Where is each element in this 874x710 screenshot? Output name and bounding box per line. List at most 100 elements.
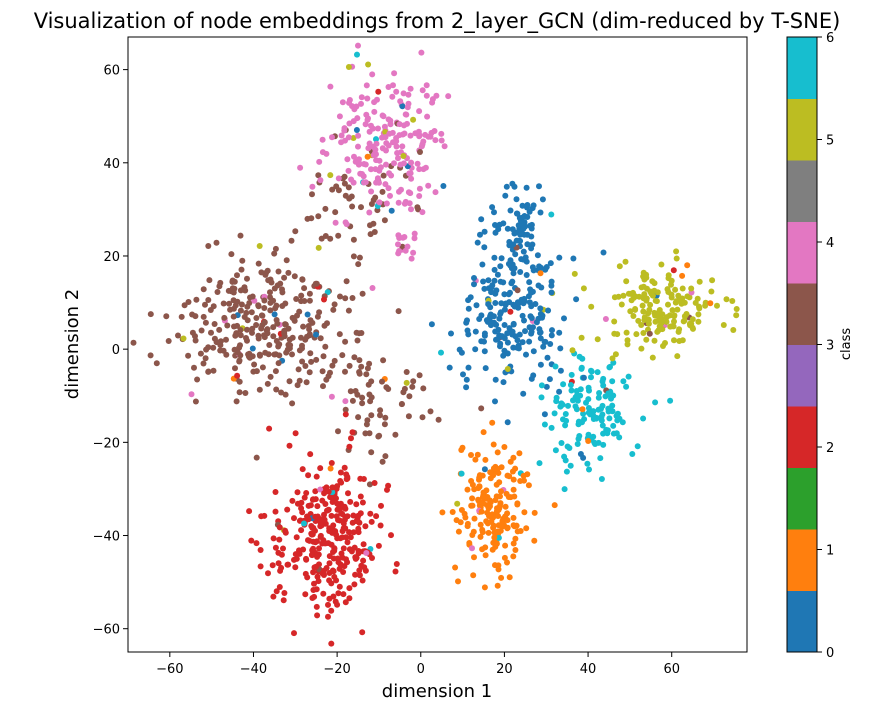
scatter-point [528,303,535,310]
scatter-point [491,319,498,326]
scatter-point [487,469,494,476]
scatter-point [244,326,250,333]
scatter-point [366,209,373,216]
scatter-point [192,398,199,405]
scatter-point [302,363,309,369]
scatter-point [284,561,291,568]
scatter-point [671,318,677,325]
scatter-point [193,296,200,303]
scatter-point [356,370,363,377]
scatter-point [317,465,324,472]
scatter-point [272,489,279,495]
scatter-point [557,367,564,374]
scatter-point [351,153,357,160]
scatter-point [299,466,306,473]
scatter-point [234,272,240,279]
scatter-point [514,299,521,306]
scatter-point [273,386,280,393]
scatter-point [332,219,339,226]
scatter-point [367,510,374,517]
scatter-point [340,175,346,182]
scatter-point [689,316,696,323]
scatter-point [396,248,403,254]
scatter-point [371,480,378,486]
scatter-point [213,339,220,346]
scatter-point [332,528,339,535]
scatter-point [369,71,376,78]
scatter-point [388,207,395,214]
scatter-point [526,279,533,286]
scatter-point [509,278,516,285]
scatter-point [279,289,286,296]
scatter-point [366,140,373,147]
scatter-point [585,409,592,416]
scatter-point [270,535,277,542]
scatter-point [147,352,154,359]
scatter-point [528,375,535,382]
scatter-point [472,346,479,353]
scatter-point [575,421,582,428]
scatter-point [410,249,417,256]
scatter-point [528,330,535,337]
scatter-point [311,593,318,600]
scatter-point [504,366,511,372]
scatter-point [640,415,647,422]
scatter-point [335,428,341,435]
scatter-point [491,209,497,216]
scatter-point [253,315,260,321]
scatter-point [530,324,536,331]
scatter-point [571,270,578,277]
colorbar-tick-label: 3 [826,339,834,354]
scatter-point [200,360,207,367]
scatter-point [416,193,423,199]
scatter-point [353,554,360,561]
scatter-point [400,90,407,97]
scatter-point [680,318,687,325]
scatter-point [464,520,471,527]
scatter-point [357,493,364,500]
scatter-point [492,300,499,306]
scatter-point [507,262,514,269]
colorbar-title: class [839,328,854,360]
scatter-point [249,325,256,332]
chart-title: Visualization of node embeddings from 2_… [34,9,841,34]
scatter-point [248,537,255,544]
scatter-point [594,336,601,343]
scatter-point [588,374,594,381]
scatter-point [496,315,503,322]
scatter-point [320,567,327,574]
scatter-point [349,295,356,301]
scatter-point [364,417,371,424]
scatter-point [416,133,423,140]
scatter-point [414,160,421,167]
scatter-point [363,550,370,556]
scatter-point [440,183,447,189]
scatter-point [498,300,505,307]
scatter-point [278,564,285,571]
scatter-point [285,269,292,276]
scatter-point [328,512,335,519]
scatter-point [565,402,571,409]
scatter-point [471,275,477,281]
scatter-point [416,166,423,173]
scatter-point [344,539,351,546]
scatter-point [696,278,703,285]
scatter-point [339,352,346,359]
colorbar-segment [787,283,817,345]
scatter-point [341,125,348,132]
scatter-point [342,505,349,512]
scatter-point [276,341,283,348]
colorbar-tick-label: 6 [826,31,834,46]
scatter-point [163,313,170,320]
scatter-point [410,116,417,123]
scatter-point [236,389,243,396]
scatter-point [630,313,637,319]
scatter-point [348,548,355,555]
scatter-point [320,383,326,390]
scatter-point [501,291,508,298]
scatter-point [385,482,392,489]
scatter-point [278,551,285,558]
scatter-point [407,132,414,139]
scatter-point [528,245,535,252]
scatter-point [512,547,519,553]
